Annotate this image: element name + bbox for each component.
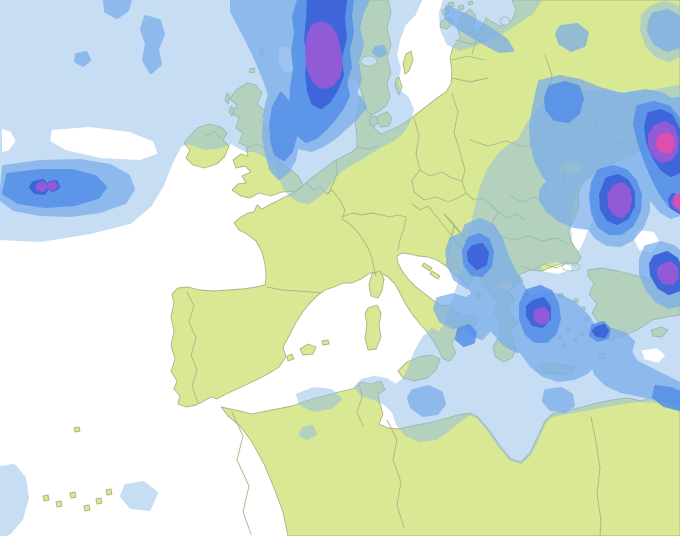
precip-edge-pink bbox=[674, 194, 680, 209]
precip-ukraine-core bbox=[544, 81, 584, 123]
border-pt-es bbox=[186, 291, 199, 404]
precip-sweden-dot bbox=[372, 45, 387, 58]
border-pl-east bbox=[451, 93, 466, 182]
precip-blacksea-purple bbox=[607, 182, 632, 218]
precip-tunisia-patch bbox=[407, 385, 446, 417]
precip-se-corner bbox=[652, 385, 680, 411]
border-de-at-it bbox=[381, 214, 407, 251]
precip-serbia-heavy bbox=[467, 243, 489, 270]
border-si-hr bbox=[411, 203, 429, 211]
precip-norway-purple bbox=[305, 21, 343, 89]
precip-level-extreme bbox=[656, 132, 680, 209]
gotland bbox=[402, 50, 414, 75]
precip-libya-patch bbox=[542, 387, 575, 413]
precip-north-sea-core bbox=[269, 92, 297, 161]
corsica bbox=[368, 270, 385, 299]
border-tn-ly bbox=[386, 419, 405, 529]
border-de-pl bbox=[413, 117, 421, 171]
precip-ne-pink-core bbox=[656, 132, 675, 154]
border-baltics bbox=[451, 25, 489, 83]
precip-puglia-blob bbox=[433, 293, 474, 329]
precip-br-purple bbox=[657, 261, 679, 285]
precip-east-aegean-tiny bbox=[592, 324, 609, 338]
canary-islands bbox=[42, 488, 113, 512]
precip-nw-patches bbox=[74, 0, 165, 74]
border-ly-eg bbox=[590, 416, 602, 536]
precip-west-med-patch bbox=[296, 387, 342, 412]
border-ch-de-at bbox=[341, 212, 383, 218]
precip-atlantic-specks bbox=[36, 181, 58, 192]
border-czechia bbox=[411, 169, 467, 203]
border-ma-dz bbox=[231, 411, 252, 535]
precip-gulf-streak bbox=[444, 5, 514, 53]
madeira bbox=[73, 426, 81, 433]
sardinia bbox=[364, 304, 382, 351]
precip-ionian-dot bbox=[455, 324, 477, 347]
precip-greece-purple bbox=[533, 307, 550, 325]
croatian-islands bbox=[421, 262, 441, 280]
precip-ne-edge-inner bbox=[647, 9, 680, 52]
border-es-fr bbox=[266, 286, 322, 294]
balearics bbox=[286, 339, 330, 362]
precip-gulf-of-finland-band bbox=[439, 0, 542, 51]
border-fr-de bbox=[331, 189, 346, 220]
border-fr-ch-it bbox=[341, 218, 377, 277]
